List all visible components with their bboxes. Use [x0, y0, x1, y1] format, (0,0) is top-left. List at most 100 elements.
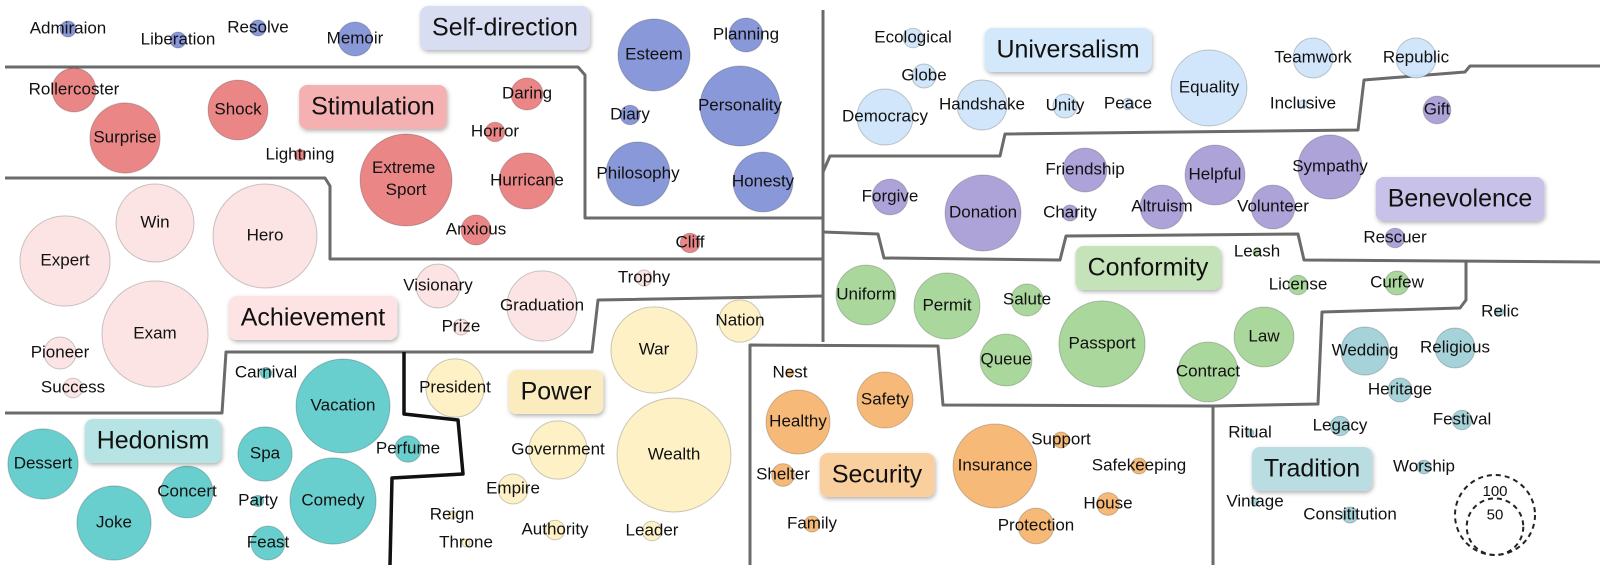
bubble: [169, 31, 187, 49]
bubble: [207, 79, 269, 141]
group-label: Security: [832, 461, 923, 489]
word-label: Dessert: [14, 453, 73, 472]
word-label: Lightning: [265, 144, 334, 163]
word-label: Curfew: [1370, 272, 1425, 291]
word-label: Visionary: [403, 275, 473, 294]
bubble: [1096, 492, 1120, 516]
word-label: Teamwork: [1274, 47, 1352, 66]
border: [748, 343, 1215, 565]
word-label: President: [419, 377, 491, 396]
word-label: Permit: [922, 295, 971, 314]
word-label: Legacy: [1313, 415, 1368, 434]
bubble: [461, 538, 471, 548]
bubble: [944, 174, 1022, 252]
group-label: Power: [521, 378, 592, 406]
bubble: [506, 270, 578, 342]
bubble: [425, 358, 485, 418]
bubble: [635, 269, 653, 287]
word-label: Queue: [980, 349, 1031, 368]
bubble: [765, 389, 831, 455]
bubble: [7, 428, 79, 500]
legend-circle: [1454, 474, 1536, 556]
word-label: Ecological: [874, 27, 952, 46]
bubble: [728, 17, 764, 53]
bubble: [1395, 37, 1437, 79]
group-label: Tradition: [1264, 455, 1360, 483]
bubble: [1052, 431, 1070, 449]
bubble: [1298, 99, 1308, 109]
word-label: Exam: [133, 323, 176, 342]
word-label: Government: [511, 439, 605, 458]
bubble: [497, 473, 529, 505]
bubble: [528, 420, 588, 480]
word-label: Carnival: [235, 362, 297, 381]
bubble: [76, 485, 152, 561]
region-borders: [5, 10, 1601, 566]
word-label: Helpful: [1189, 164, 1242, 183]
bubble: [871, 178, 909, 216]
word-label: Joke: [96, 512, 132, 531]
word-label: Vacation: [311, 395, 376, 414]
group-label-box: [420, 6, 590, 50]
bubble: [337, 21, 373, 57]
word-label: Inclusive: [1270, 93, 1336, 112]
word-label: Hero: [247, 225, 284, 244]
word-label: Pioneer: [31, 342, 90, 361]
border: [388, 352, 465, 566]
bubble: [1121, 97, 1135, 111]
word-label: Success: [41, 377, 105, 396]
bubble: [447, 510, 457, 520]
bubble: [856, 371, 914, 429]
bubble: [62, 377, 84, 399]
group-label-box: [228, 296, 398, 340]
bubble: [89, 102, 161, 174]
word-label: Spa: [250, 443, 281, 462]
bubble: [484, 121, 506, 143]
word-label: Authority: [521, 519, 589, 538]
group-label: Conformity: [1088, 254, 1209, 282]
word-label: Charity: [1043, 202, 1097, 221]
bubble: [1250, 184, 1296, 230]
bubble: [1177, 341, 1239, 403]
word-label: Shock: [214, 99, 262, 118]
bubble: [1252, 247, 1262, 257]
word-label: Honesty: [732, 171, 795, 190]
word-label: Leash: [1234, 241, 1280, 260]
group-label-box: [84, 419, 222, 463]
word-label: Personality: [698, 95, 783, 114]
word-label: Win: [140, 212, 169, 231]
border: [821, 64, 1600, 173]
bubble: [771, 463, 795, 487]
bubble: [160, 465, 214, 519]
word-label: Rescuer: [1363, 227, 1427, 246]
word-label: Vintage: [1226, 491, 1283, 510]
bubble: [616, 397, 732, 513]
bubble: [249, 19, 267, 37]
legend-label: 50: [1487, 506, 1504, 523]
word-label: Concert: [157, 481, 217, 500]
word-label: Resolve: [227, 17, 288, 36]
word-label: Republic: [1383, 47, 1450, 66]
bubble: [605, 141, 671, 207]
bubble: [115, 183, 195, 263]
bubble: [251, 494, 265, 508]
bubble: [732, 151, 794, 213]
word-label: Consititution: [1303, 504, 1397, 523]
word-label: Equality: [1179, 77, 1240, 96]
bubble: [460, 214, 492, 246]
bubble: [619, 104, 641, 126]
group-label: Stimulation: [311, 93, 435, 121]
word-label: Unity: [1046, 95, 1085, 114]
group-label-box: [819, 453, 935, 497]
bubble: [1297, 134, 1363, 200]
bubble: [1052, 93, 1078, 119]
word-label: Horror: [471, 121, 520, 140]
word-label: Trophy: [618, 267, 671, 286]
word-label: Religious: [1420, 337, 1490, 356]
word-label: House: [1083, 493, 1132, 512]
bubble: [498, 152, 556, 210]
word-label: Heritage: [1368, 379, 1432, 398]
bubble: [1184, 144, 1246, 206]
bubble: [979, 333, 1033, 387]
border: [822, 230, 1601, 264]
